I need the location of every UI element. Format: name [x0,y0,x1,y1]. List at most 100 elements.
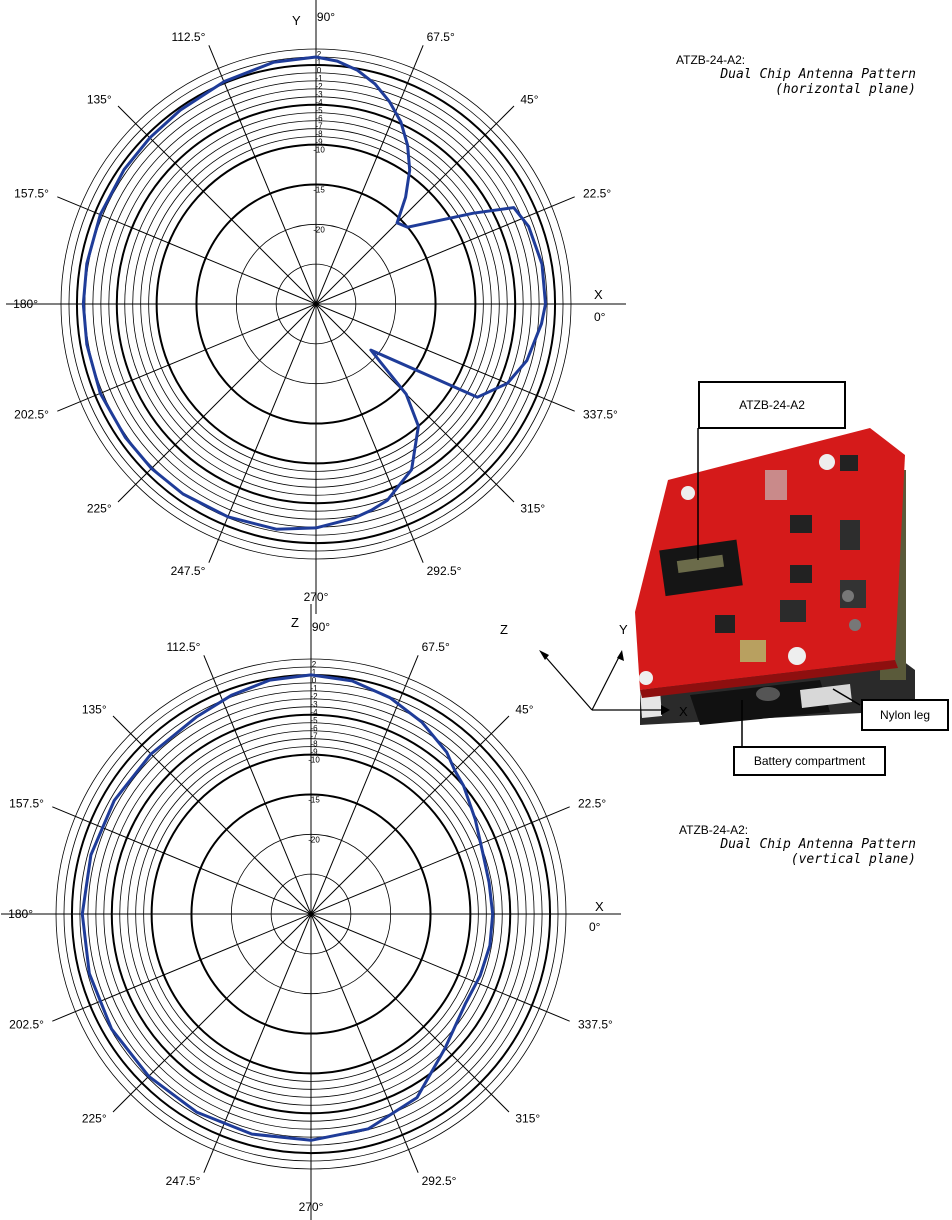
device-y-arrowhead [617,650,624,661]
chart-1-y-axis-letter: Y [292,13,301,28]
angle-tick-label: 270° [299,1200,324,1214]
angle-tick-label: 90° [312,620,330,634]
angle-tick-label: 67.5° [427,30,455,44]
caption-background-strip [640,18,925,52]
battery-screw [756,687,780,701]
dip-switch [765,470,787,500]
chart-2-x-axis-letter: X [595,899,604,914]
angle-tick-label: 247.5° [166,1174,201,1188]
angle-tick-label: 202.5° [9,1018,44,1032]
radial-tick-label: 2 [312,660,317,669]
angle-tick-label: 225° [87,501,112,515]
radial-tick-label: -5 [310,716,318,725]
button-2 [849,619,861,631]
radial-tick-label: -8 [310,740,318,749]
chip-e [780,600,806,622]
device-x-arrowhead [661,705,670,715]
radial-tick-label: -7 [310,732,318,741]
angle-tick-label: 135° [82,703,107,717]
vertical-plane-caption: ATZB-24-A2: Dual Chip Antenna Pattern (v… [676,823,916,867]
horizontal-plane-polar-chart: 0°22.5°45°67.5°90°112.5°135°157.5°180°20… [6,0,626,614]
angle-tick-label: 157.5° [14,186,49,200]
radial-tick-label: -20 [308,835,320,844]
radial-tick-label: -7 [315,122,323,131]
angle-tick-label: 202.5° [14,408,49,422]
zigbit-module-label [676,554,725,574]
angle-tick-label: 45° [515,703,533,717]
chip-f [715,615,735,633]
angle-tick-label: 90° [317,10,335,24]
radial-tick-label: 0 [317,66,322,75]
angle-spoke [57,196,575,412]
radial-tick-label: -4 [310,708,318,717]
angle-tick-label: 22.5° [583,186,611,200]
radial-tick-label: -8 [315,130,323,139]
caption-model: ATZB-24-A2: [679,823,749,837]
chart-1-x-axis-letter: X [594,287,603,302]
vertical-plane-polar-chart: 0°22.5°45°67.5°90°112.5°135°157.5°180°20… [1,604,621,1220]
radial-tick-label: -3 [310,700,318,709]
radial-tick-label: -10 [313,146,325,155]
radial-tick-label: -20 [313,225,325,234]
button-1 [842,590,854,602]
pcb-edge [640,660,898,698]
angle-tick-label: 0° [594,310,606,324]
radial-tick-label: 0 [312,676,317,685]
device-z-arrowhead [539,650,549,660]
zigbit-board-illustration: Z Y X [500,428,915,748]
nylon-leg-shape-right [800,684,852,708]
antenna-gain-series [81,55,547,531]
caption-line-1: Dual Chip Antenna Pattern [720,837,916,852]
chip-c [790,565,812,583]
angle-tick-label: 157.5° [9,796,44,810]
radial-tick-label: -9 [310,748,318,757]
horizontal-plane-caption: ATZB-24-A2: Dual Chip Antenna Pattern (h… [676,53,916,97]
antenna-gain-series [80,673,495,1142]
standoff-1 [681,486,695,500]
angle-tick-label: 67.5° [422,640,450,654]
usb-connector [740,640,766,662]
caption-model: ATZB-24-A2: [676,53,746,67]
angle-tick-label: 22.5° [578,796,606,810]
angle-tick-label: 45° [520,93,538,107]
angle-tick-label: 135° [87,93,112,107]
chip-g [840,520,860,550]
radial-tick-label: -6 [315,114,323,123]
radial-tick-label: -1 [315,74,323,83]
radial-tick-label: -15 [308,795,320,804]
leg-callout-leader [832,688,861,706]
angle-tick-label: 0° [589,920,601,934]
angle-tick-label: 225° [82,1111,107,1125]
standoff-2 [819,454,835,470]
module-callout: ATZB-24-A2 [698,381,846,429]
device-y-label: Y [619,622,628,637]
radial-tick-label: -1 [310,684,318,693]
angle-tick-label: 247.5° [171,564,206,578]
angle-tick-label: 270° [304,590,329,604]
radial-tick-label: 2 [317,50,322,59]
device-z-axis [542,653,593,711]
angle-tick-label: 180° [13,297,38,311]
standoff-3 [788,647,806,665]
angle-tick-label: 112.5° [171,30,205,44]
angle-tick-label: 315° [520,501,545,515]
radial-tick-label: -9 [315,138,323,147]
angle-tick-label: 292.5° [422,1174,457,1188]
angle-tick-label: 112.5° [166,640,200,654]
device-y-axis [591,654,621,711]
radial-tick-label: -6 [310,724,318,733]
radial-tick-label: -2 [310,692,318,701]
battery-compartment-shape [690,680,830,725]
chart-2-z-axis-letter: Z [291,615,299,630]
nylon-leg-callout: Nylon leg [861,699,949,731]
chip-a [790,515,812,533]
caption-line-1: Dual Chip Antenna Pattern [720,67,916,82]
angle-tick-label: 180° [8,907,33,921]
radial-tick-label: -10 [308,756,320,765]
angle-tick-label: 315° [515,1111,540,1125]
red-pcb [635,428,905,690]
radial-tick-label: -5 [315,106,323,115]
chip-b [840,455,858,471]
angle-spoke [52,806,570,1022]
